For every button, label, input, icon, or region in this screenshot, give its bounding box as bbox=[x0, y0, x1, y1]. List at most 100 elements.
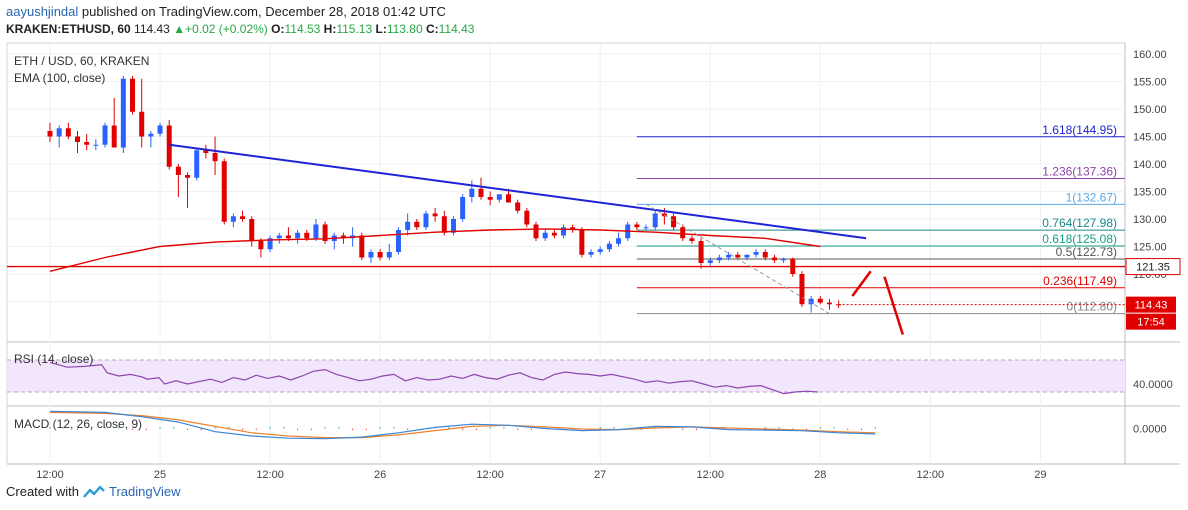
candle-body bbox=[75, 136, 81, 142]
candle-body bbox=[799, 274, 805, 305]
candle-body bbox=[340, 235, 346, 239]
candle-body bbox=[395, 230, 401, 252]
x-tick-label: 27 bbox=[594, 469, 606, 481]
high-label: H: bbox=[323, 22, 337, 36]
candle-body bbox=[579, 230, 585, 255]
candle-body bbox=[817, 298, 823, 303]
tradingview-brand-link[interactable]: TradingView bbox=[108, 484, 181, 499]
candle-body bbox=[432, 213, 438, 217]
candle-body bbox=[65, 128, 71, 137]
candle-body bbox=[597, 249, 603, 252]
candle-body bbox=[249, 219, 255, 241]
y-tick-label: 130.00 bbox=[1133, 214, 1167, 226]
candle-body bbox=[258, 241, 264, 250]
candle-body bbox=[414, 221, 420, 228]
macd-label: MACD (12, 26, close, 9) bbox=[14, 417, 142, 431]
candle-body bbox=[405, 221, 411, 230]
fib-level-label: 0.618(125.08) bbox=[1042, 232, 1117, 246]
candle-body bbox=[295, 232, 301, 239]
candle-body bbox=[460, 197, 466, 219]
candle-body bbox=[377, 252, 383, 258]
close-value: 114.43 bbox=[438, 22, 475, 36]
candle-body bbox=[175, 166, 181, 175]
candle-body bbox=[808, 298, 814, 305]
x-tick-label: 28 bbox=[814, 469, 826, 481]
change-value: +0.02 (+0.02%) bbox=[185, 22, 268, 36]
candle-body bbox=[606, 243, 612, 250]
y-tick-label: 145.00 bbox=[1133, 132, 1167, 144]
candle-body bbox=[551, 232, 557, 236]
author-link[interactable]: aayushjindal bbox=[6, 4, 79, 19]
y-tick-label: 150.00 bbox=[1133, 104, 1167, 116]
candle-body bbox=[689, 238, 695, 241]
y-tick-label: 140.00 bbox=[1133, 159, 1167, 171]
low-label: L: bbox=[375, 22, 387, 36]
ema-label: EMA (100, close) bbox=[14, 71, 105, 85]
candle-body bbox=[212, 153, 218, 162]
candle-body bbox=[762, 252, 768, 258]
countdown-label: 17:54 bbox=[1137, 317, 1165, 329]
rsi-band bbox=[7, 360, 1125, 392]
candle-body bbox=[698, 241, 704, 263]
projection-up-line bbox=[851, 270, 872, 297]
candle-body bbox=[469, 188, 475, 197]
ohlc-line: KRAKEN:ETHUSD, 60 114.43 ▲+0.02 (+0.02%)… bbox=[6, 22, 474, 36]
chart-title: ETH / USD, 60, KRAKEN bbox=[14, 54, 149, 68]
candle-body bbox=[423, 213, 429, 228]
fib-level-label: 0(112.80) bbox=[1067, 300, 1117, 314]
rsi-tick-label: 40.0000 bbox=[1133, 379, 1173, 391]
candle-body bbox=[148, 133, 154, 137]
candle-body bbox=[93, 144, 99, 146]
open-label: O: bbox=[271, 22, 285, 36]
candle-body bbox=[221, 161, 227, 222]
candle-body bbox=[735, 254, 741, 258]
candle-body bbox=[47, 131, 53, 137]
candle-body bbox=[716, 257, 722, 261]
fib-level-label: 1.618(144.95) bbox=[1042, 123, 1117, 137]
candle-body bbox=[450, 219, 456, 233]
x-tick-label: 12:00 bbox=[696, 469, 724, 481]
candle-body bbox=[285, 235, 291, 239]
chart-frame bbox=[6, 42, 1126, 465]
candle-body bbox=[744, 254, 750, 258]
rsi-line bbox=[49, 361, 819, 395]
macd-tick-label: 0.0000 bbox=[1133, 424, 1167, 436]
candle-body bbox=[643, 227, 649, 229]
published-text: published on TradingView.com, December 2… bbox=[81, 4, 446, 19]
candle-body bbox=[506, 194, 511, 203]
support-price-badge bbox=[1125, 258, 1181, 276]
tradingview-logo-icon bbox=[83, 485, 105, 498]
candle-body bbox=[203, 150, 209, 153]
candle-body bbox=[634, 224, 640, 228]
candle-body bbox=[496, 194, 502, 200]
candle-body bbox=[84, 142, 90, 145]
macd-signal-line bbox=[49, 411, 876, 439]
candle-body bbox=[441, 216, 447, 233]
candle-body bbox=[515, 202, 521, 211]
close-label: C: bbox=[425, 22, 439, 36]
candle-body bbox=[322, 224, 328, 241]
x-tick-label: 26 bbox=[374, 469, 386, 481]
fib-level-label: 1(132.67) bbox=[1066, 190, 1117, 204]
candle-body bbox=[111, 125, 117, 148]
last-price-label: 114.43 bbox=[1135, 300, 1168, 312]
candle-body bbox=[276, 235, 282, 239]
candle-body bbox=[102, 125, 108, 145]
candle-body bbox=[240, 216, 246, 219]
candle-body bbox=[56, 128, 62, 137]
candle-body bbox=[616, 238, 622, 244]
support-price-label: 121.35 bbox=[1136, 262, 1170, 274]
candle-body bbox=[671, 216, 677, 228]
open-value: 114.53 bbox=[284, 22, 321, 36]
fib-level-label: 0.764(127.98) bbox=[1042, 216, 1117, 230]
candle-body bbox=[130, 78, 136, 112]
y-tick-label: 160.00 bbox=[1133, 49, 1167, 61]
x-tick-label: 12:00 bbox=[476, 469, 504, 481]
fib-level-label: 1.236(137.36) bbox=[1042, 165, 1117, 179]
candle-body bbox=[753, 252, 759, 255]
x-tick-label: 29 bbox=[1034, 469, 1046, 481]
created-with-text: Created with bbox=[6, 484, 79, 499]
candle-body bbox=[194, 150, 200, 178]
projection-down-line bbox=[883, 276, 905, 335]
